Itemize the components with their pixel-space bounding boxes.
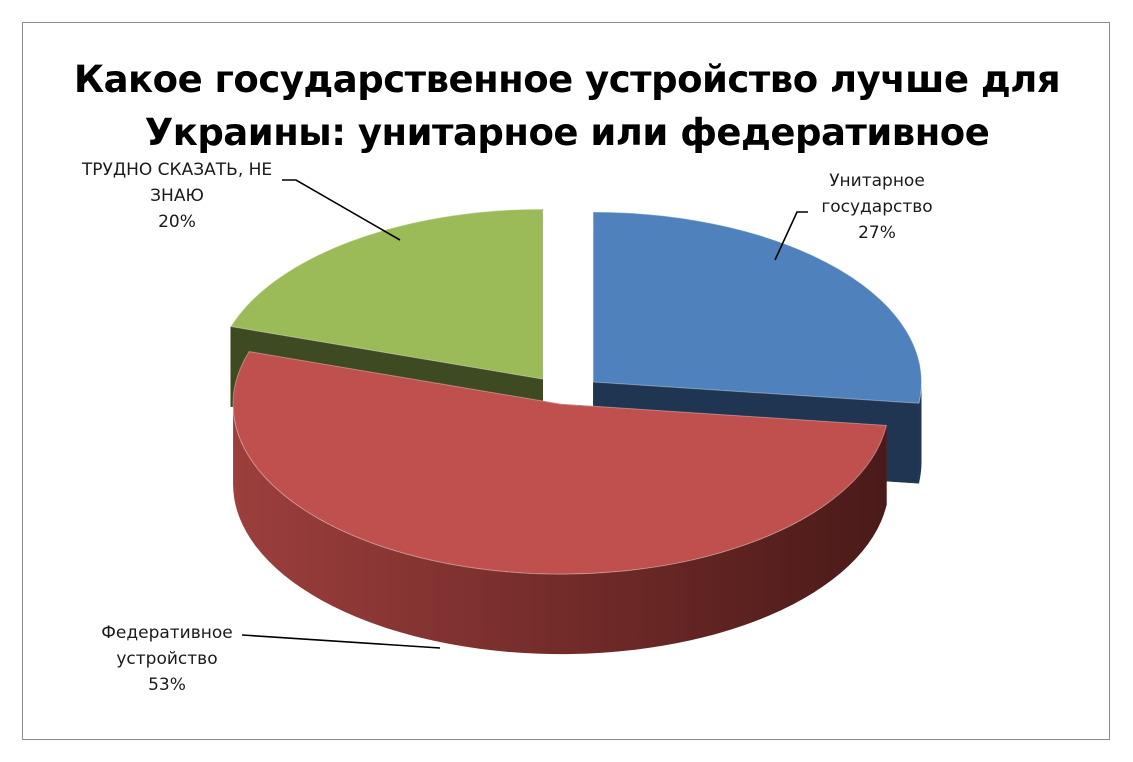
data-label-unitary-line-2: государство: [821, 197, 933, 217]
data-label-dont-know-line-2: ЗНАЮ: [150, 186, 204, 206]
leader-line-dont-know: [282, 179, 401, 241]
leader-line-unitary: [774, 211, 808, 261]
chart-title: Какое государственное устройство лучше д…: [23, 53, 1111, 159]
data-label-dont-know-line-1: ТРУДНО СКАЗАТЬ, НЕ: [81, 160, 273, 180]
data-label-federal: Федеративное устройство 53%: [82, 620, 252, 698]
slice-federal: [232, 351, 888, 655]
slice-dont-know-top: [229, 208, 544, 380]
slice-unitary-side: [918, 381, 922, 484]
chart-title-line-1: Какое государственное устройство лучше д…: [73, 58, 1061, 101]
slice-federal-top: [232, 351, 888, 575]
leader-line-federal: [241, 634, 441, 649]
data-label-dont-know-value: 20%: [158, 212, 196, 232]
data-label-unitary-line-1: Унитарное: [829, 171, 925, 191]
data-label-unitary: Унитарное государство 27%: [792, 168, 962, 246]
data-label-federal-line-2: устройство: [116, 649, 218, 669]
slice-federal-side: [233, 404, 887, 655]
data-label-unitary-value: 27%: [858, 223, 896, 243]
data-label-federal-line-1: Федеративное: [101, 623, 233, 643]
data-label-dont-know: ТРУДНО СКАЗАТЬ, НЕ ЗНАЮ 20%: [62, 157, 292, 235]
chart-title-line-2: Украины: унитарное или федеративное: [144, 111, 990, 154]
slice-unitary-top: [593, 211, 922, 404]
data-label-federal-value: 53%: [148, 675, 186, 695]
